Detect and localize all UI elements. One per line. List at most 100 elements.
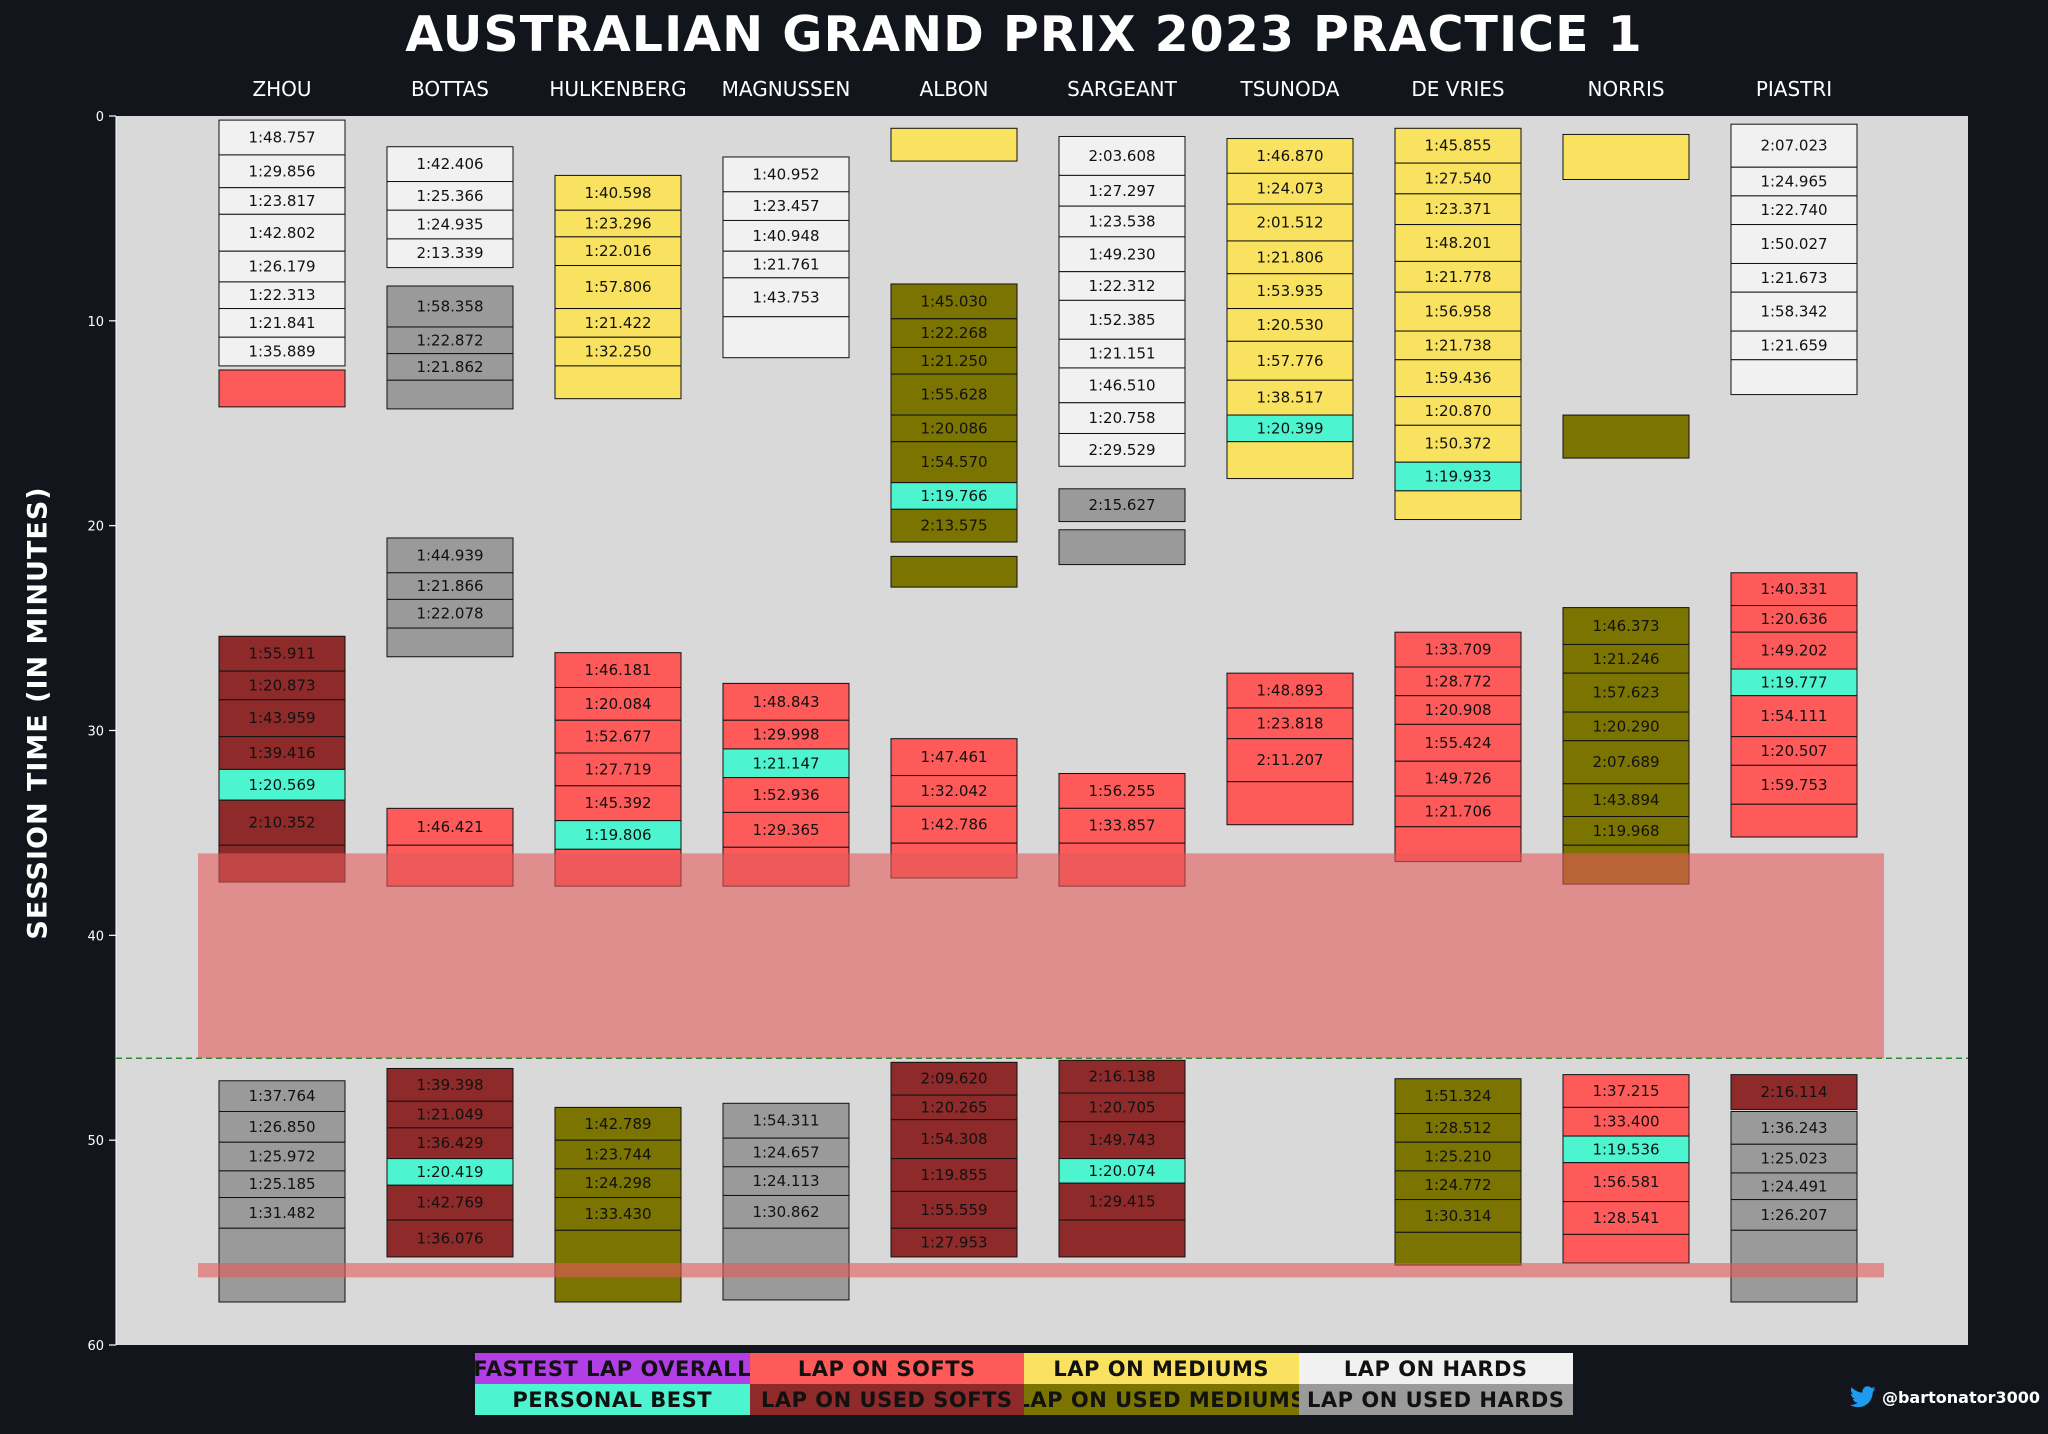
lap-bar [1562, 783, 1690, 818]
lap-bar [1730, 736, 1858, 766]
lap-bar [554, 336, 682, 367]
lap-time-label: 1:22.313 [248, 286, 315, 304]
lap-time-label: 1:24.073 [1256, 180, 1323, 198]
lap-time-label: 1:52.385 [1088, 311, 1155, 329]
legend-item-usedmedium: LAP ON USED MEDIUMS [1024, 1384, 1299, 1415]
lap-time-label: 1:27.719 [584, 760, 651, 778]
lap-time-label: 1:43.959 [248, 709, 315, 727]
lap-bar [1562, 1162, 1690, 1203]
lap-time-label: 1:40.952 [752, 165, 819, 183]
driver-label: MAGNUSSEN [722, 77, 851, 101]
lap-time-label: 1:20.419 [416, 1163, 483, 1181]
lap-bar [554, 209, 682, 238]
lap-time-label: 1:29.998 [752, 726, 819, 744]
lap-bar [386, 1184, 514, 1221]
y-tick-label: 20 [87, 520, 104, 535]
lap-time-label: 1:19.855 [920, 1166, 987, 1184]
driver-label: PIASTRI [1756, 77, 1832, 101]
lap-time-label: 1:23.817 [248, 192, 315, 210]
lap-time-label: 1:21.151 [1088, 345, 1155, 363]
lap-time-label: 1:45.392 [584, 794, 651, 812]
lap-bar [218, 1197, 346, 1229]
lap-time-label: 1:24.113 [752, 1172, 819, 1190]
lap-bar [1562, 607, 1690, 645]
lap-time-label: 1:21.147 [752, 754, 819, 772]
lap-time-label: 1:22.268 [920, 324, 987, 342]
red-flag-band [198, 853, 1884, 1059]
lap-time-label: 1:45.855 [1424, 137, 1491, 155]
lap-bar [386, 807, 514, 846]
lap-time-label: 1:20.870 [1424, 402, 1491, 420]
lap-bar [218, 670, 346, 701]
lap-time-label: 1:36.243 [1760, 1119, 1827, 1137]
lap-bar [1394, 224, 1522, 262]
lap-time-label: 1:46.870 [1256, 147, 1323, 165]
lap-bar [1394, 1231, 1522, 1266]
lap-time-label: 1:45.030 [920, 292, 987, 310]
lap-bar [1562, 1074, 1690, 1108]
lap-time-label: 1:49.743 [1088, 1131, 1155, 1149]
lap-bar [722, 682, 850, 721]
lap-bar [1562, 1135, 1690, 1164]
lap-time-label: 1:54.570 [920, 453, 987, 471]
lap-bar [722, 277, 850, 318]
lap-time-label: 1:19.777 [1760, 673, 1827, 691]
lap-time-label: 1:43.894 [1592, 791, 1659, 809]
lap-time-label: 2:11.207 [1256, 751, 1323, 769]
y-tick-label: 10 [87, 315, 104, 330]
lap-bar [1058, 205, 1186, 238]
legend-item-fastest: FASTEST LAP OVERALL [475, 1353, 750, 1384]
lap-time-label: 1:28.772 [1424, 672, 1491, 690]
lap-time-label: 1:24.298 [584, 1174, 651, 1192]
lap-time-label: 1:52.936 [752, 786, 819, 804]
lap-bar [386, 537, 514, 574]
lap-bar [1394, 260, 1522, 293]
lap-time-label: 1:51.324 [1424, 1087, 1491, 1105]
lap-time-label: 1:50.027 [1760, 235, 1827, 253]
lap-bar [1394, 330, 1522, 361]
lap-bar [890, 127, 1018, 162]
legend: FASTEST LAP OVERALL LAP ON SOFTS LAP ON ME… [475, 1353, 1573, 1415]
lap-time-label: 1:35.889 [248, 343, 315, 361]
lap-time-label: 1:27.297 [1088, 182, 1155, 200]
lap-bar [1562, 816, 1690, 846]
lap-time-label: 1:59.753 [1760, 776, 1827, 794]
lap-time-label: 1:20.569 [248, 776, 315, 794]
lap-time-label: 1:22.016 [584, 242, 651, 260]
lap-bar [1730, 291, 1858, 332]
lap-time-label: 2:09.620 [920, 1070, 987, 1088]
lap-time-label: 1:56.581 [1592, 1173, 1659, 1191]
legend-item-pb: PERSONAL BEST [475, 1384, 750, 1415]
lap-bar [1226, 738, 1354, 783]
lap-bar [1730, 1199, 1858, 1231]
lap-time-label: 1:23.744 [584, 1146, 651, 1164]
lap-bar [218, 768, 346, 801]
credit: @bartonator3000 [1849, 1386, 2040, 1408]
lap-bar [1058, 338, 1186, 369]
y-tick-label: 60 [87, 1339, 104, 1350]
lap-bar [890, 1227, 1018, 1258]
lap-time-label: 1:20.265 [920, 1098, 987, 1116]
lap-time-label: 1:55.424 [1424, 734, 1491, 752]
lap-time-label: 1:25.023 [1760, 1150, 1827, 1168]
lap-bar [1730, 1143, 1858, 1174]
lap-bar [1394, 359, 1522, 398]
lap-bar [1562, 1201, 1690, 1235]
lap-bar [1730, 764, 1858, 805]
lap-bar [218, 308, 346, 338]
credit-handle: @bartonator3000 [1881, 1387, 2040, 1407]
lap-time-label: 1:21.246 [1592, 650, 1659, 668]
lap-time-label: 1:22.312 [1088, 277, 1155, 295]
lap-bar [890, 373, 1018, 416]
lap-bar [890, 1190, 1018, 1229]
lap-time-label: 1:21.761 [752, 256, 819, 274]
lap-time-label: 1:42.769 [416, 1194, 483, 1212]
lap-bar [1730, 1110, 1858, 1145]
lap-time-label: 1:50.372 [1424, 435, 1491, 453]
lap-bar [386, 238, 514, 269]
lap-bar [386, 326, 514, 355]
lap-bar [1226, 138, 1354, 174]
lap-bar [1058, 402, 1186, 434]
lap-bar [554, 1139, 682, 1170]
lap-bar [1226, 340, 1354, 381]
